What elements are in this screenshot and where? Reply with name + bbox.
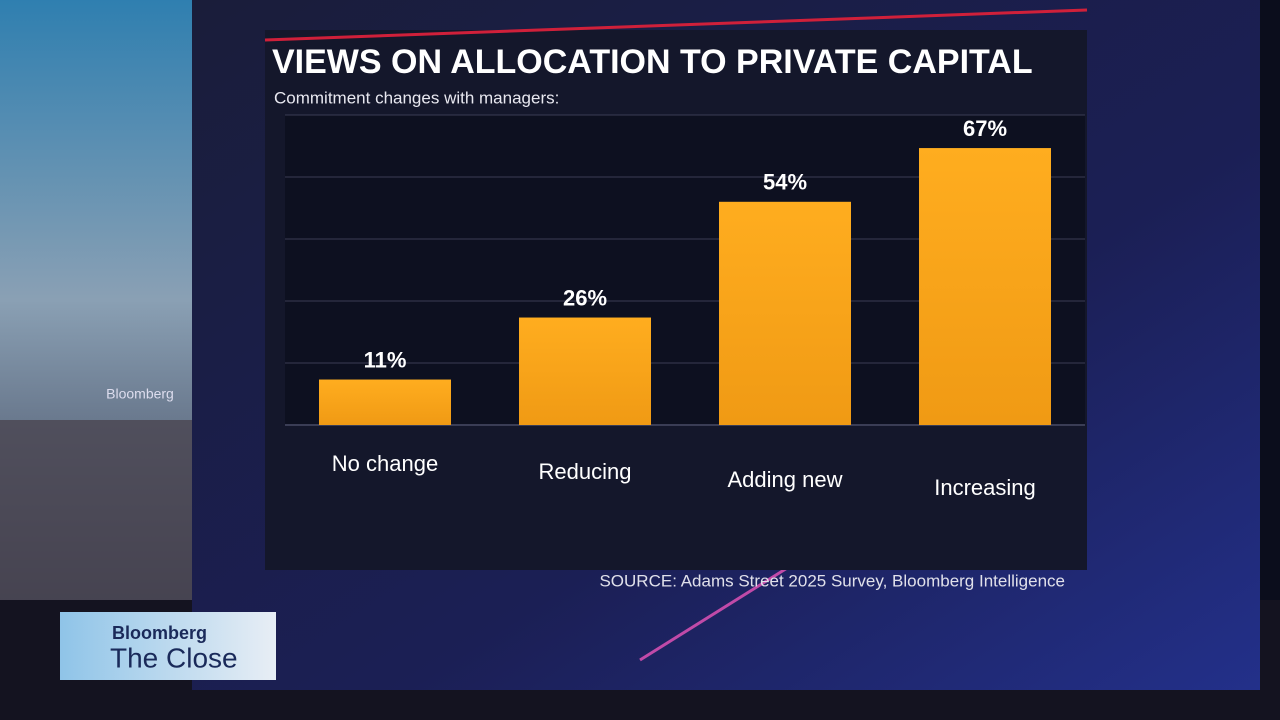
value-label: 67% bbox=[963, 116, 1007, 141]
bar-chart: No change 11% Reducing 26% Adding new 54% Incr… bbox=[285, 114, 1085, 500]
screen-accent bbox=[639, 558, 801, 662]
chart-subtitle: Commitment changes with managers: bbox=[274, 88, 559, 107]
x-tick-label: Reducing bbox=[539, 459, 632, 484]
chart-title: VIEWS ON ALLOCATION TO PRIVATE CAPITAL bbox=[272, 43, 1033, 81]
bar bbox=[719, 201, 851, 425]
value-label: 54% bbox=[763, 170, 807, 195]
title-rule bbox=[264, 8, 1088, 42]
program-name: The Close bbox=[110, 642, 238, 673]
brand-name: Bloomberg bbox=[112, 623, 207, 643]
bar bbox=[519, 317, 651, 425]
background-floor bbox=[0, 420, 200, 600]
value-label: 26% bbox=[563, 285, 607, 310]
x-tick-label: Adding new bbox=[728, 467, 843, 492]
value-label: 11% bbox=[364, 347, 407, 372]
x-tick-label: Increasing bbox=[934, 475, 1036, 500]
source-note: SOURCE: Adams Street 2025 Survey, Bloomb… bbox=[599, 571, 1065, 590]
x-tick-label: No change bbox=[332, 451, 438, 476]
background-sign: Bloomberg bbox=[106, 386, 174, 402]
bar bbox=[919, 148, 1051, 426]
bar bbox=[319, 379, 451, 425]
program-logo bbox=[60, 612, 276, 680]
